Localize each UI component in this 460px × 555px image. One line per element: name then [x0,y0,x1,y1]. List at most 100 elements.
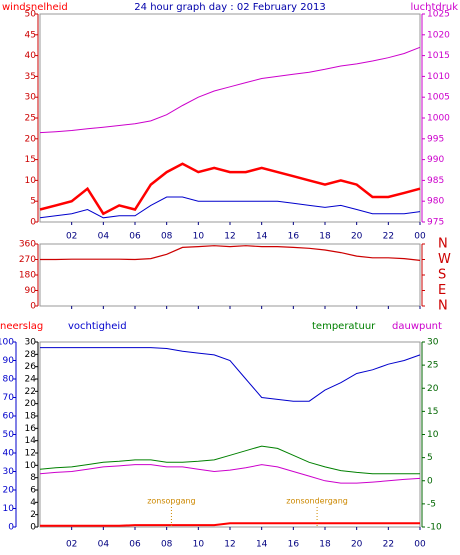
x-tick-label: 06 [129,540,141,550]
y-tick-label: N [438,299,448,314]
y-tick-label: 0 [427,476,433,486]
y-tick-label: 50 [25,10,37,20]
y-tick-label: 18 [25,412,37,422]
y-tick-label: 1025 [427,10,450,20]
x-tick-label: 16 [288,232,300,242]
y-tick-label: 90 [25,286,37,296]
y-tick-label: 4 [30,498,36,508]
series-label: neerslag [0,321,43,332]
x-tick-label: 02 [66,540,77,550]
y-tick-label: 100 [0,338,14,348]
series-line [39,46,421,134]
x-tick-label: 04 [98,540,110,550]
series-label: luchtdruk [411,2,459,13]
series-line [40,245,421,261]
y-tick-label: 180 [19,271,36,281]
series-line [40,522,420,527]
x-tick-label: 00 [414,540,426,550]
x-tick-label: 14 [256,540,268,550]
y-tick-label: 1000 [427,114,450,124]
y-tick-label: 20 [427,384,439,394]
y-tick-label: 1020 [427,30,450,40]
y-tick-label: 2 [30,510,36,520]
y-tick-label: 360 [19,240,36,250]
y-tick-label: N [438,237,448,252]
series-label: vochtigheid [68,321,127,332]
series-line [39,196,421,219]
series-label: windsnelheid [2,2,68,13]
y-tick-label: 990 [427,155,444,165]
x-tick-label: 22 [383,540,394,550]
y-tick-label: 15 [427,407,438,417]
y-tick-label: 0 [30,218,36,228]
y-tick-label: 980 [427,197,444,207]
y-tick-label: 16 [25,424,37,434]
y-tick-label: 30 [25,93,37,103]
x-tick-label: 18 [319,232,331,242]
y-tick-label: 25 [427,361,438,371]
x-tick-label: 08 [161,540,173,550]
y-tick-label: 10 [25,176,37,186]
y-tick-label: 35 [25,72,36,82]
y-tick-label: 30 [25,338,37,348]
y-tick-label: 25 [25,114,36,124]
series-label: dauwpunt [392,321,442,332]
x-tick-label: 00 [414,232,426,242]
y-tick-label: 40 [25,51,37,61]
y-tick-label: 14 [25,436,37,446]
y-tick-label: 995 [427,134,444,144]
x-tick-label: 10 [193,540,205,550]
y-tick-label: 70 [3,393,15,403]
y-tick-label: 28 [25,350,37,360]
y-tick-label: 10 [3,504,15,514]
y-tick-label: 45 [25,30,36,40]
y-tick-label: 0 [30,523,36,533]
x-tick-label: 14 [256,232,268,242]
y-tick-label: 24 [25,375,37,385]
y-tick-label: 20 [3,486,15,496]
y-tick-label: 1010 [427,72,450,82]
x-tick-label: 12 [224,540,235,550]
annotation-label: zonsondergang [286,497,348,506]
y-tick-label: 985 [427,176,444,186]
y-tick-label: 20 [25,134,37,144]
y-tick-label: 5 [30,197,36,207]
x-tick-label: 12 [224,232,235,242]
plot-area [39,13,421,223]
y-tick-label: 22 [25,387,36,397]
y-tick-label: 20 [25,399,37,409]
y-tick-label: -10 [427,523,442,533]
x-tick-label: 16 [288,540,300,550]
x-tick-label: 18 [319,540,331,550]
series-line [39,445,420,475]
x-tick-label: 04 [98,232,110,242]
y-tick-label: 6 [30,486,36,496]
y-tick-label: 40 [3,449,15,459]
y-tick-label: 0 [30,302,36,312]
y-tick-label: W [438,252,451,267]
x-tick-label: 08 [161,232,173,242]
y-tick-label: 90 [3,356,15,366]
y-tick-label: S [438,268,446,283]
x-tick-label: 20 [351,232,363,242]
y-tick-label: 60 [3,412,15,422]
y-tick-label: 10 [25,461,37,471]
y-tick-label: -5 [427,499,436,509]
y-tick-label: 30 [427,338,439,348]
y-tick-label: 1015 [427,51,450,61]
y-tick-label: 975 [427,218,444,228]
series-label: temperatuur [312,321,376,332]
x-tick-label: 22 [383,232,394,242]
x-tick-label: 02 [66,232,77,242]
y-tick-label: 1005 [427,93,450,103]
series-line [39,464,421,484]
annotation-label: zonsopgang [147,497,195,506]
plot-area [39,243,421,307]
plot-area [39,341,421,528]
y-tick-label: 26 [25,362,37,372]
y-tick-label: 80 [3,375,15,385]
y-tick-label: 0 [8,523,14,533]
y-tick-label: 15 [25,155,36,165]
series-line [39,162,421,216]
